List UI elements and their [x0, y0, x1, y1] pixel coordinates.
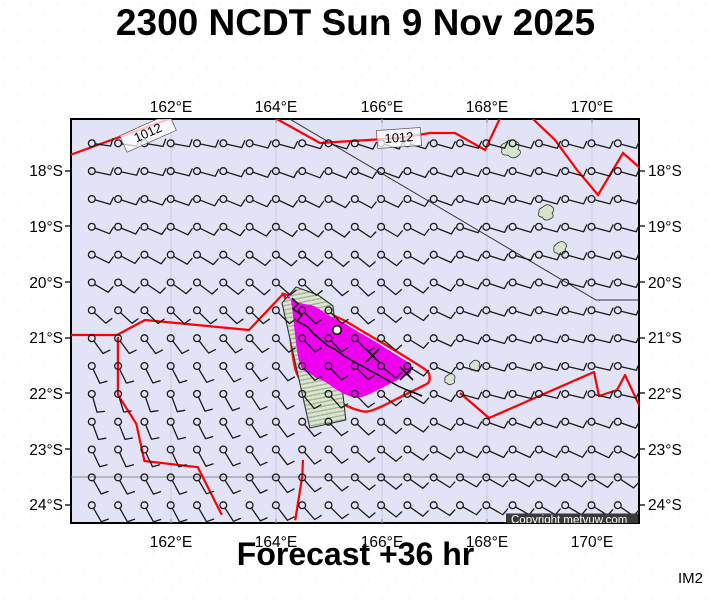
svg-text:1012: 1012 — [384, 129, 414, 146]
svg-text:Copyright metvuw.com: Copyright metvuw.com — [511, 515, 627, 527]
